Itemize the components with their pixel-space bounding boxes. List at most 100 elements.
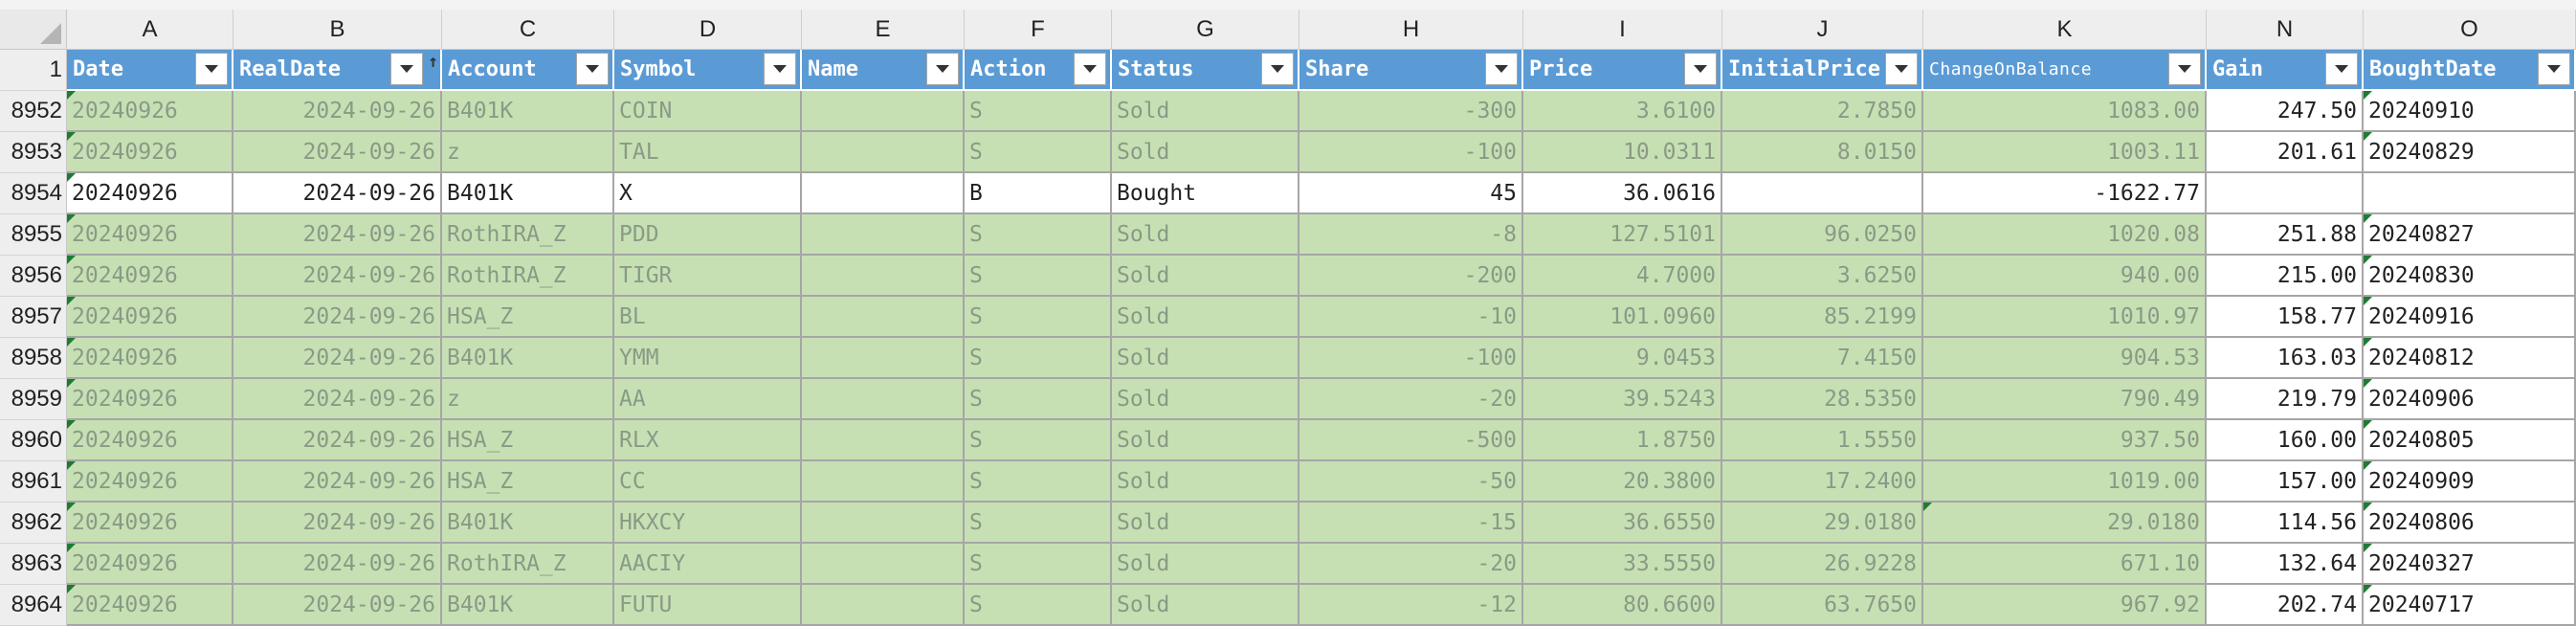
cell-action[interactable]: S xyxy=(965,91,1112,132)
row-number[interactable]: 8959 xyxy=(0,379,67,420)
cell-gain[interactable]: 157.00 xyxy=(2207,461,2364,503)
cell-initialprice[interactable]: 29.0180 xyxy=(1722,503,1923,544)
cell-account[interactable]: HSA_Z xyxy=(442,297,614,338)
select-all-button[interactable] xyxy=(0,10,67,50)
cell-name[interactable] xyxy=(802,297,965,338)
cell-date[interactable]: 20240926 xyxy=(67,173,233,214)
cell-share[interactable]: -200 xyxy=(1299,256,1523,297)
cell-boughtdate[interactable]: 20240916 xyxy=(2364,297,2576,338)
cell-realdate[interactable]: 2024-09-26 xyxy=(233,132,442,173)
cell-gain[interactable]: 219.79 xyxy=(2207,379,2364,420)
cell-price[interactable]: 36.0616 xyxy=(1523,173,1722,214)
cell-account[interactable]: z xyxy=(442,132,614,173)
column-heading-g[interactable]: G xyxy=(1112,10,1299,50)
cell-gain[interactable]: 163.03 xyxy=(2207,338,2364,379)
column-heading-n[interactable]: N xyxy=(2207,10,2364,50)
filter-dropdown-button[interactable] xyxy=(2325,53,2358,85)
cell-symbol[interactable]: FUTU xyxy=(614,585,802,626)
row-number[interactable]: 8953 xyxy=(0,132,67,173)
cell-action[interactable]: S xyxy=(965,544,1112,585)
row-number[interactable]: 8962 xyxy=(0,503,67,544)
filter-dropdown-button[interactable] xyxy=(1684,53,1717,85)
filter-dropdown-button[interactable] xyxy=(926,53,959,85)
cell-price[interactable]: 33.5550 xyxy=(1523,544,1722,585)
cell-share[interactable]: -100 xyxy=(1299,132,1523,173)
cell-status[interactable]: Sold xyxy=(1112,338,1299,379)
header-name[interactable]: Name xyxy=(802,50,965,91)
cell-symbol[interactable]: AA xyxy=(614,379,802,420)
cell-realdate[interactable]: 2024-09-26 xyxy=(233,214,442,256)
cell-action[interactable]: S xyxy=(965,256,1112,297)
cell-action[interactable]: S xyxy=(965,132,1112,173)
filter-dropdown-button[interactable] xyxy=(1261,53,1294,85)
cell-action[interactable]: S xyxy=(965,503,1112,544)
cell-boughtdate[interactable]: 20240806 xyxy=(2364,503,2576,544)
filter-dropdown-button[interactable] xyxy=(1074,53,1106,85)
cell-date[interactable]: 20240926 xyxy=(67,461,233,503)
cell-price[interactable]: 127.5101 xyxy=(1523,214,1722,256)
cell-initialprice[interactable]: 7.4150 xyxy=(1722,338,1923,379)
cell-action[interactable]: S xyxy=(965,379,1112,420)
cell-share[interactable]: -8 xyxy=(1299,214,1523,256)
cell-changeonbalance[interactable]: 967.92 xyxy=(1923,585,2207,626)
cell-name[interactable] xyxy=(802,91,965,132)
cell-realdate[interactable]: 2024-09-26 xyxy=(233,420,442,461)
column-heading-a[interactable]: A xyxy=(67,10,233,50)
cell-gain[interactable]: 201.61 xyxy=(2207,132,2364,173)
column-heading-h[interactable]: H xyxy=(1299,10,1523,50)
cell-symbol[interactable]: TAL xyxy=(614,132,802,173)
column-heading-k[interactable]: K xyxy=(1923,10,2207,50)
filter-dropdown-button[interactable] xyxy=(195,53,228,85)
cell-boughtdate[interactable]: 20240830 xyxy=(2364,256,2576,297)
column-heading-f[interactable]: F xyxy=(965,10,1112,50)
cell-changeonbalance[interactable]: 1083.00 xyxy=(1923,91,2207,132)
cell-status[interactable]: Sold xyxy=(1112,214,1299,256)
cell-price[interactable]: 39.5243 xyxy=(1523,379,1722,420)
cell-date[interactable]: 20240926 xyxy=(67,585,233,626)
cell-realdate[interactable]: 2024-09-26 xyxy=(233,461,442,503)
cell-share[interactable]: -10 xyxy=(1299,297,1523,338)
cell-symbol[interactable]: PDD xyxy=(614,214,802,256)
cell-account[interactable]: B401K xyxy=(442,91,614,132)
cell-name[interactable] xyxy=(802,338,965,379)
cell-gain[interactable]: 202.74 xyxy=(2207,585,2364,626)
header-changeonbalance[interactable]: ChangeOnBalance xyxy=(1923,50,2207,91)
filter-dropdown-button[interactable] xyxy=(2168,53,2201,85)
cell-share[interactable]: -500 xyxy=(1299,420,1523,461)
row-number[interactable]: 8955 xyxy=(0,214,67,256)
row-number[interactable]: 8957 xyxy=(0,297,67,338)
header-price[interactable]: Price xyxy=(1523,50,1722,91)
cell-share[interactable]: -100 xyxy=(1299,338,1523,379)
cell-price[interactable]: 36.6550 xyxy=(1523,503,1722,544)
cell-initialprice[interactable] xyxy=(1722,173,1923,214)
cell-gain[interactable]: 160.00 xyxy=(2207,420,2364,461)
cell-name[interactable] xyxy=(802,173,965,214)
cell-name[interactable] xyxy=(802,544,965,585)
filter-dropdown-button[interactable] xyxy=(390,53,423,85)
cell-date[interactable]: 20240926 xyxy=(67,297,233,338)
cell-price[interactable]: 80.6600 xyxy=(1523,585,1722,626)
column-heading-d[interactable]: D xyxy=(614,10,802,50)
cell-account[interactable]: B401K xyxy=(442,585,614,626)
cell-price[interactable]: 20.3800 xyxy=(1523,461,1722,503)
header-share[interactable]: Share xyxy=(1299,50,1523,91)
cell-price[interactable]: 10.0311 xyxy=(1523,132,1722,173)
cell-account[interactable]: B401K xyxy=(442,503,614,544)
cell-symbol[interactable]: AACIY xyxy=(614,544,802,585)
cell-boughtdate[interactable]: 20240829 xyxy=(2364,132,2576,173)
column-heading-o[interactable]: O xyxy=(2364,10,2576,50)
cell-action[interactable]: S xyxy=(965,338,1112,379)
cell-initialprice[interactable]: 26.9228 xyxy=(1722,544,1923,585)
cell-changeonbalance[interactable]: 940.00 xyxy=(1923,256,2207,297)
cell-name[interactable] xyxy=(802,379,965,420)
cell-price[interactable]: 9.0453 xyxy=(1523,338,1722,379)
cell-action[interactable]: S xyxy=(965,214,1112,256)
header-date[interactable]: Date xyxy=(67,50,233,91)
cell-symbol[interactable]: YMM xyxy=(614,338,802,379)
cell-realdate[interactable]: 2024-09-26 xyxy=(233,338,442,379)
cell-symbol[interactable]: HKXCY xyxy=(614,503,802,544)
cell-realdate[interactable]: 2024-09-26 xyxy=(233,91,442,132)
row-number[interactable]: 8952 xyxy=(0,91,67,132)
cell-initialprice[interactable]: 85.2199 xyxy=(1722,297,1923,338)
cell-initialprice[interactable]: 8.0150 xyxy=(1722,132,1923,173)
